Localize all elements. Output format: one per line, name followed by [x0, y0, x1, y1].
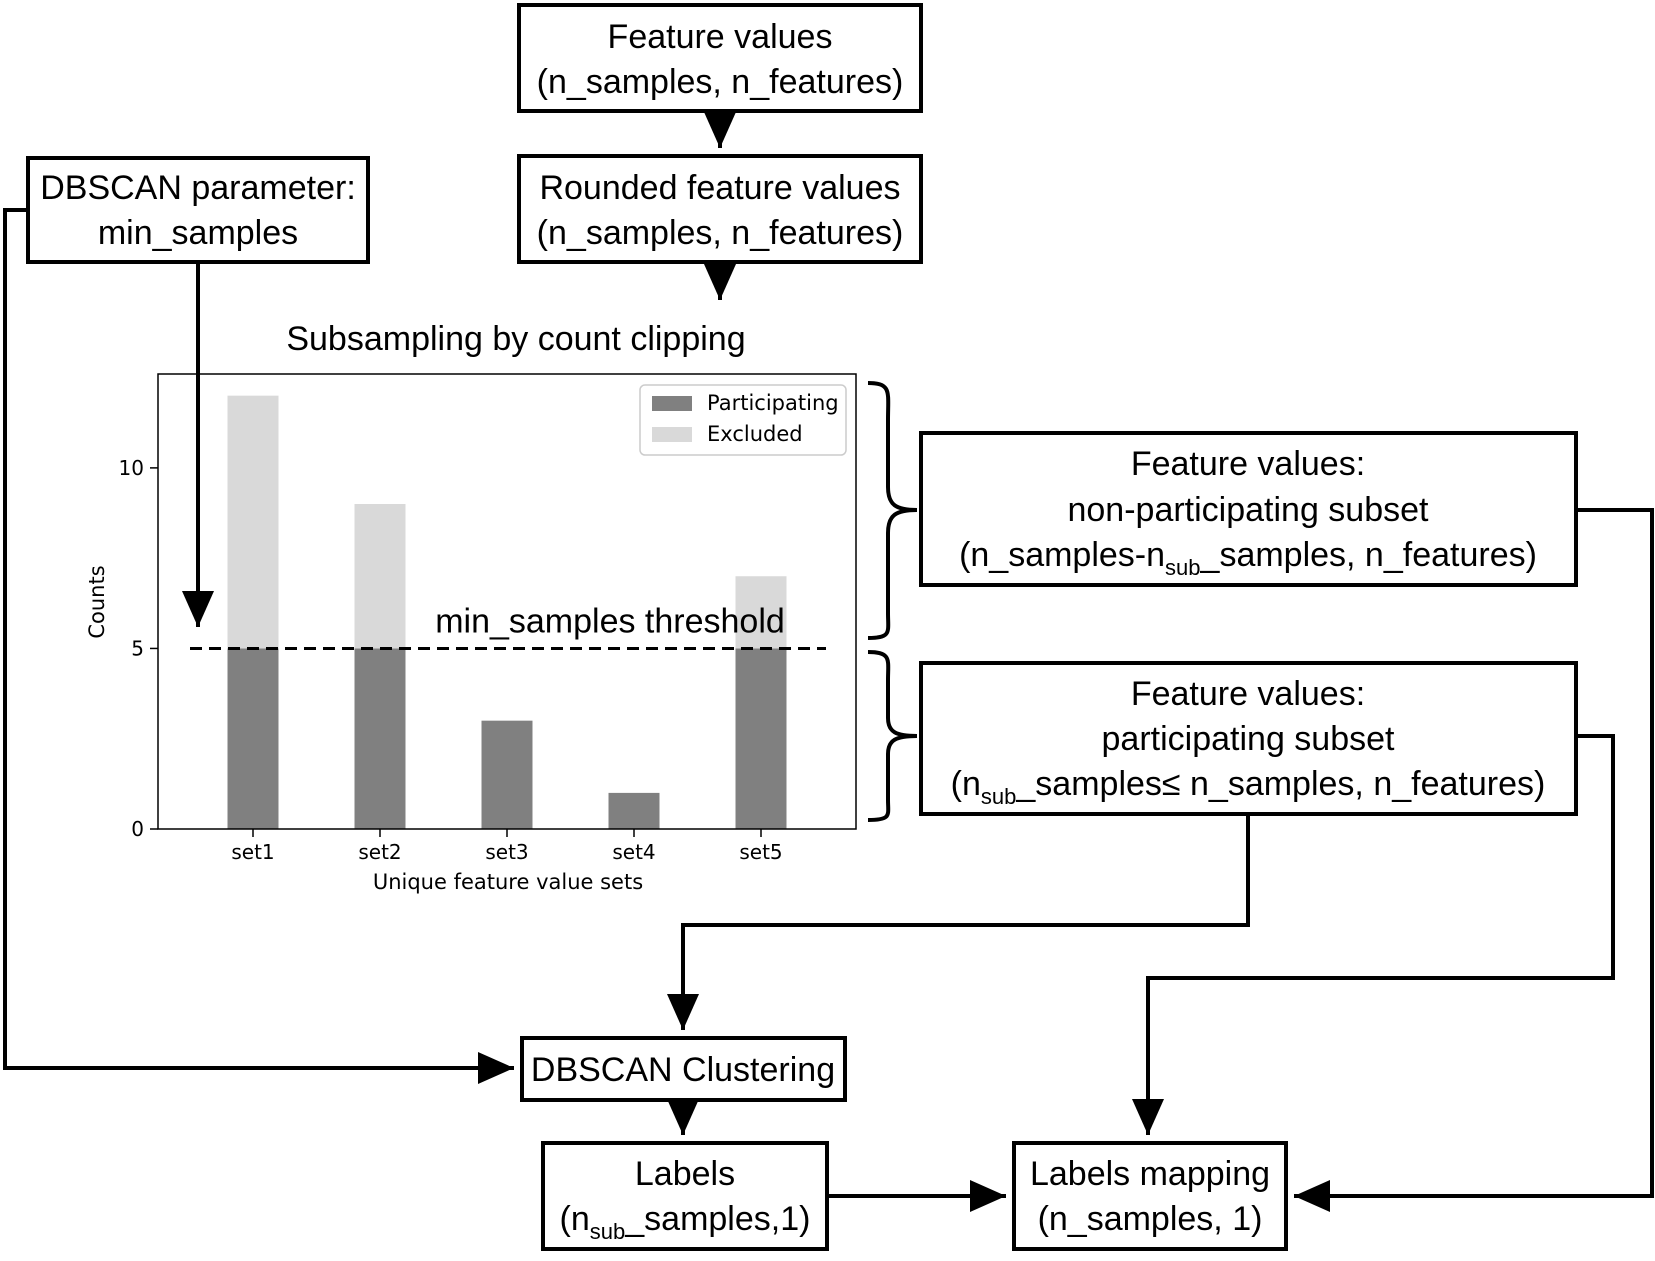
bar-set2-excluded [354, 504, 406, 649]
brace-participating [867, 650, 918, 822]
brace-non-participating [867, 381, 918, 640]
y-tick-label-10: 10 [119, 456, 144, 480]
labels-mapping-line1: Labels mapping [1030, 1155, 1270, 1193]
part-line2: participating subset [1102, 720, 1396, 758]
part-line3: (nsub_samples≤ n_samples, n_features) [951, 765, 1546, 809]
dbscan-parameter-node: DBSCAN parameter: min_samples [26, 156, 370, 264]
x-tick-label-set1: set1 [231, 840, 274, 864]
feature-values-node: Feature values (n_samples, n_features) [517, 3, 923, 113]
legend-swatch-participating [652, 396, 692, 411]
dbscan-clustering-node: DBSCAN Clustering [520, 1036, 847, 1102]
dbscan-clustering-label: DBSCAN Clustering [531, 1051, 835, 1089]
dbscan-param-line1: DBSCAN parameter: [40, 169, 356, 207]
chart-title: Subsampling by count clipping [286, 320, 745, 358]
labels-mapping-node: Labels mapping (n_samples, 1) [1012, 1141, 1288, 1251]
participating-node: Feature values: participating subset (ns… [919, 661, 1578, 816]
rounded-line2: (n_samples, n_features) [537, 214, 904, 252]
bar-set5-participating [735, 648, 787, 829]
legend-swatch-excluded [652, 427, 692, 442]
labels-line1: Labels [635, 1155, 735, 1193]
non-part-line3: (n_samples-nsub_samples, n_features) [959, 536, 1537, 580]
bars-layer [227, 395, 787, 829]
y-tick-label-0: 0 [131, 817, 144, 841]
bar-set5-excluded [735, 576, 787, 649]
non-part-line2: non-participating subset [1067, 491, 1429, 529]
y-axis-label: Counts [85, 565, 109, 638]
x-tick-label-set4: set4 [612, 840, 655, 864]
legend-label-excluded: Excluded [707, 422, 803, 446]
y-tick-label-5: 5 [131, 636, 144, 660]
arrow-nonparticipating-to-mapping [1294, 508, 1654, 1212]
y-axis: 0 5 10 [119, 456, 158, 841]
arrow-minsamples-to-dbscan [3, 208, 514, 1084]
legend: Participating Excluded [639, 384, 847, 456]
dbscan-param-line2: min_samples [98, 214, 298, 252]
feature-values-line1: Feature values [608, 18, 833, 56]
rounded-feature-values-node: Rounded feature values (n_samples, n_fea… [517, 154, 923, 264]
x-tick-label-set3: set3 [485, 840, 528, 864]
labels-mapping-line2: (n_samples, 1) [1038, 1200, 1263, 1238]
bar-set2-participating [354, 648, 406, 829]
arrow-participating-to-dbscan [667, 814, 1250, 1030]
labels-line2: (nsub_samples,1) [560, 1200, 811, 1244]
plot-frame [157, 373, 857, 830]
x-tick-label-set2: set2 [358, 840, 401, 864]
bar-set3-participating [481, 720, 533, 829]
feature-values-line2: (n_samples, n_features) [537, 63, 904, 101]
legend-label-participating: Participating [707, 391, 839, 415]
rounded-line1: Rounded feature values [539, 169, 900, 207]
labels-node: Labels (nsub_samples,1) [541, 1141, 829, 1251]
bar-set4-participating [608, 792, 660, 829]
non-part-line1: Feature values: [1131, 445, 1365, 483]
x-tick-label-set5: set5 [739, 840, 782, 864]
bar-set1-excluded [227, 395, 279, 649]
threshold-label: min_samples threshold [435, 602, 785, 640]
arrow-participating-to-mapping [1132, 734, 1615, 1135]
x-axis: set1 set2 set3 set4 set5 [231, 829, 783, 864]
bar-set1-participating [227, 648, 279, 829]
non-participating-node: Feature values: non-participating subset… [919, 431, 1578, 587]
x-axis-label: Unique feature value sets [373, 870, 643, 894]
part-line1: Feature values: [1131, 675, 1365, 713]
